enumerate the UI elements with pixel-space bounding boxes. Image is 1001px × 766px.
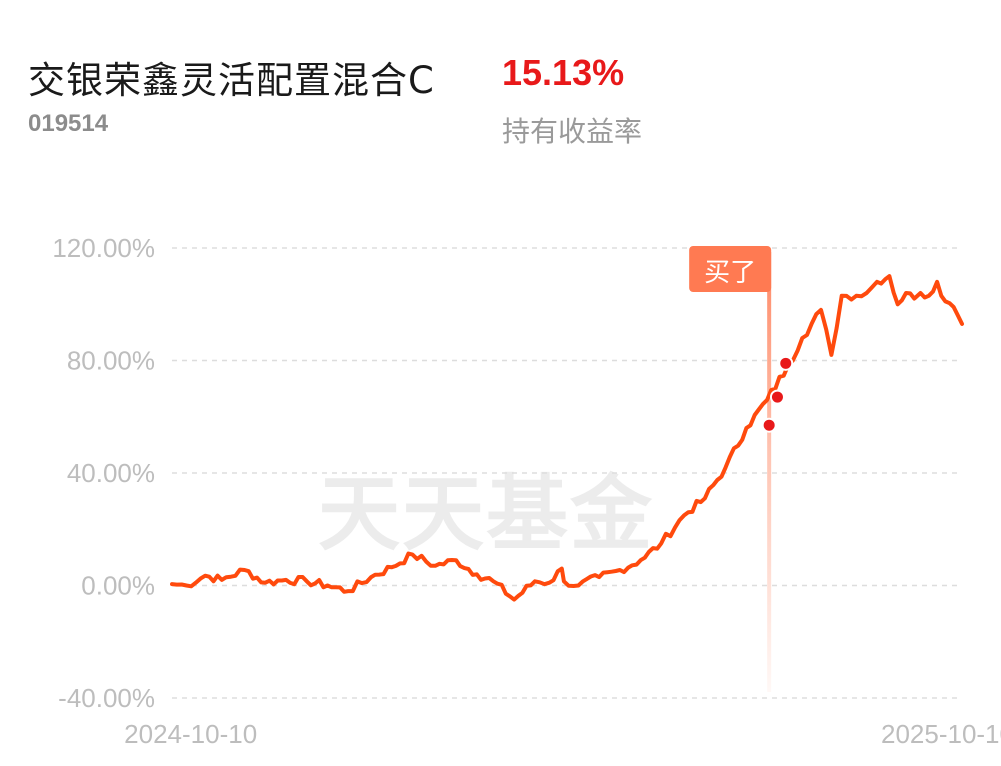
holding-return-value: 15.13% [502, 52, 625, 93]
buy-marker-line [767, 252, 772, 692]
watermark-text: 天天基金 [318, 466, 654, 562]
holding-return-label: 持有收益率 [502, 115, 643, 148]
fund-code: 019514 [28, 110, 109, 137]
y-tick-label: 40.00% [67, 458, 155, 488]
buy-marker-label: 买了 [704, 258, 756, 288]
fund-name: 交银荣鑫灵活配置混合C [28, 59, 435, 102]
return-series-line [170, 274, 964, 602]
buy-point[interactable] [761, 417, 777, 433]
y-tick-label: 0.00% [81, 571, 155, 601]
buy-point[interactable] [769, 389, 785, 405]
y-tick-label: 80.00% [67, 346, 155, 376]
y-tick-label: 120.00% [52, 233, 155, 263]
x-tick-label: 2024-10-10 [124, 719, 257, 749]
buy-point[interactable] [778, 355, 794, 371]
buy-marker-badge[interactable] [689, 246, 772, 292]
x-tick-label: 2025-10-10 [881, 719, 1001, 749]
y-tick-label: -40.00% [58, 683, 155, 713]
